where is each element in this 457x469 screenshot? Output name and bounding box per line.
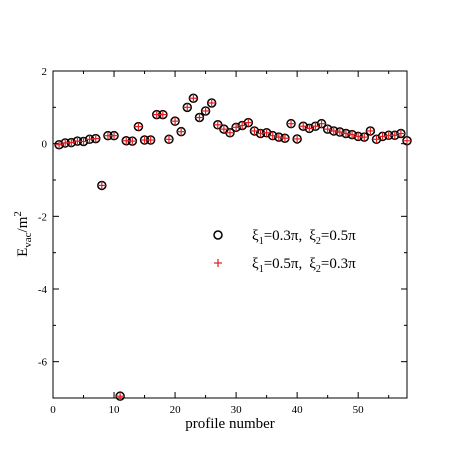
- data-point-plus: [110, 131, 119, 140]
- legend-marker-plus: [214, 259, 222, 267]
- y-tick-label: -4: [38, 284, 48, 296]
- y-tick-label: -2: [38, 211, 47, 223]
- legend-label-series-2: ξ1=0.5π, ξ2=0.3π: [252, 256, 356, 275]
- data-point-plus: [189, 94, 198, 103]
- data-point-plus: [97, 181, 106, 190]
- y-tick-label: -6: [38, 357, 48, 369]
- data-point-plus: [274, 133, 283, 142]
- data-point-plus: [329, 126, 338, 135]
- data-marks: [54, 93, 412, 401]
- data-point-plus: [201, 106, 210, 115]
- data-point-plus: [244, 118, 253, 127]
- x-tick-label: 30: [231, 404, 243, 416]
- data-point-plus: [146, 136, 155, 145]
- data-point-plus: [134, 122, 143, 131]
- data-point-plus: [360, 133, 369, 142]
- data-point-plus: [177, 127, 186, 136]
- data-point-plus: [195, 113, 204, 122]
- data-point-plus: [250, 126, 259, 135]
- legend-label-series-1: ξ1=0.3π, ξ2=0.5π: [252, 228, 356, 247]
- data-point-plus: [214, 259, 222, 267]
- data-point-plus: [354, 132, 363, 141]
- data-point-plus: [262, 128, 271, 137]
- data-point-plus: [183, 103, 192, 112]
- y-tick-label: 0: [42, 139, 48, 151]
- plot-area: [52, 70, 408, 399]
- data-point-plus: [403, 136, 411, 145]
- x-tick-label: 50: [353, 404, 365, 416]
- data-point-plus: [396, 129, 405, 138]
- data-point-plus: [67, 138, 76, 147]
- x-tick-label: 10: [109, 404, 121, 416]
- y-axis-title: Evac/m2: [12, 211, 34, 257]
- data-point-plus: [372, 135, 381, 144]
- data-point-plus: [341, 129, 350, 138]
- data-point-plus: [378, 132, 387, 141]
- data-point-plus: [238, 121, 247, 130]
- data-point-plus: [280, 134, 289, 143]
- y-axis: -6 -4 -2 0 2: [38, 66, 407, 399]
- data-point-plus: [390, 131, 399, 140]
- y-axis-title-base: E: [15, 248, 31, 257]
- data-point-plus: [317, 119, 326, 128]
- data-point-plus: [232, 123, 241, 132]
- data-point-plus: [91, 134, 100, 143]
- x-tick-label: 0: [50, 404, 56, 416]
- data-point-circle: [213, 230, 223, 240]
- data-point-plus: [164, 135, 173, 144]
- data-point-plus: [293, 134, 302, 143]
- data-point-plus: [268, 131, 277, 140]
- data-point-plus: [207, 98, 216, 107]
- data-point-plus: [128, 137, 137, 146]
- data-point-plus: [311, 122, 320, 131]
- y-axis-title-sub: vac: [22, 232, 34, 247]
- x-tick-label: 40: [292, 404, 304, 416]
- data-point-plus: [366, 126, 375, 135]
- x-tick-label: 20: [170, 404, 182, 416]
- data-point-plus: [79, 137, 88, 146]
- x-axis: 0 10 20 30 40 50: [50, 71, 390, 416]
- data-point-plus: [219, 125, 228, 134]
- data-point-plus: [116, 392, 125, 401]
- data-point-plus: [299, 122, 308, 131]
- data-point-plus: [256, 129, 265, 138]
- data-point-plus: [171, 117, 180, 126]
- data-point-plus: [305, 124, 314, 133]
- data-point-plus: [287, 119, 296, 128]
- data-point-plus: [213, 120, 222, 129]
- y-axis-title-sup: 2: [12, 211, 24, 217]
- data-point-plus: [55, 140, 64, 149]
- data-point-plus: [226, 128, 234, 137]
- y-axis-title-rest: /m: [15, 216, 31, 232]
- x-axis-title: profile number: [185, 416, 275, 432]
- legend: ξ1=0.3π, ξ2=0.5π ξ1=0.5π, ξ2=0.3π: [213, 228, 356, 275]
- y-tick-label: 2: [42, 66, 48, 78]
- data-point-plus: [158, 110, 167, 119]
- data-point-plus: [323, 125, 332, 134]
- data-point-plus: [85, 135, 94, 144]
- data-point-plus: [335, 128, 344, 137]
- data-point-plus: [348, 130, 357, 139]
- legend-marker-circle: [213, 230, 223, 240]
